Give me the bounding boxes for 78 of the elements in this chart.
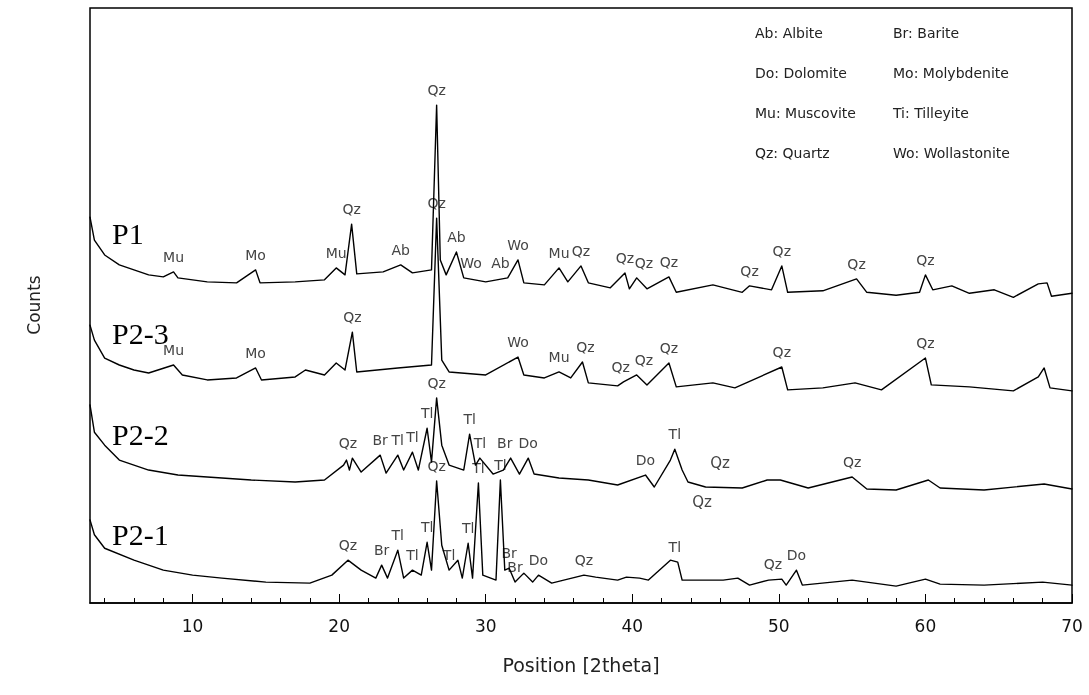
annotation: Qz xyxy=(427,82,446,99)
annotation: Do xyxy=(518,435,538,452)
series-label: P2-1 xyxy=(112,517,169,551)
annotation: Br xyxy=(497,435,513,452)
annotation: Qz xyxy=(740,262,759,279)
annotation: Qz xyxy=(847,255,866,272)
annotation: Wo: Wollastonite xyxy=(893,145,1010,161)
x-axis-title: Position [2theta] xyxy=(502,653,660,676)
text: Ab: Albite xyxy=(755,25,823,41)
x-tick-label: 10 xyxy=(181,615,204,636)
annotation: Tl xyxy=(667,426,682,443)
annotation: Tl xyxy=(460,520,475,537)
annotation: Tl xyxy=(493,457,507,474)
annotation: Mu xyxy=(548,348,570,365)
x-tick-label: 40 xyxy=(621,615,644,636)
annotation: Tl xyxy=(419,405,434,422)
annotation: Ab xyxy=(491,254,510,271)
annotation: Qz xyxy=(916,335,935,352)
annotation: Qz xyxy=(772,343,791,360)
x-tick-label: 60 xyxy=(914,615,937,636)
annotation: Qz xyxy=(763,556,783,573)
annotation: Ab xyxy=(391,241,411,258)
annotation: Qz xyxy=(634,254,654,271)
annotation: Mu xyxy=(325,244,347,261)
series-label: P2-2 xyxy=(112,417,169,451)
annotation: Tl xyxy=(667,539,682,556)
annotation: Qz xyxy=(710,454,730,472)
annotation: Br xyxy=(507,559,523,576)
annotation: Qz xyxy=(338,435,358,452)
annotation: Qz xyxy=(842,454,862,471)
annotation: Qz: Quartz xyxy=(755,145,830,161)
annotation: Qz xyxy=(343,309,362,326)
annotation: Tl xyxy=(419,519,434,536)
y-axis-title: Counts xyxy=(24,275,44,335)
x-tick-label: 20 xyxy=(328,615,350,636)
text: Do: Dolomite xyxy=(755,65,847,81)
annotation: Tl xyxy=(405,547,419,564)
annotation: Qz xyxy=(574,552,594,569)
annotation: Mu: Muscovite xyxy=(755,105,856,121)
annotation: Qz xyxy=(576,339,595,356)
annotation: Tl xyxy=(390,432,405,449)
annotation: Qz xyxy=(571,242,591,259)
annotation: Wo xyxy=(507,236,529,253)
annotation: Qz xyxy=(659,253,679,270)
annotation: Qz xyxy=(615,249,635,266)
annotation: Qz xyxy=(338,537,358,554)
annotation: Qz xyxy=(611,358,630,375)
annotation: Qz xyxy=(659,340,679,357)
annotation: Tl xyxy=(472,435,487,452)
x-tick-label: 30 xyxy=(474,615,497,636)
annotation: Qz xyxy=(427,458,446,475)
annotation: Do xyxy=(528,552,549,569)
annotation: Qz xyxy=(692,493,712,511)
annotation: Tl xyxy=(405,429,419,446)
series-label: P1 xyxy=(112,217,144,251)
x-tick-label: 50 xyxy=(768,615,790,636)
annotation: Do xyxy=(786,547,807,564)
annotation: Br xyxy=(372,432,389,449)
annotation: Ti: Tilleyite xyxy=(892,105,969,121)
annotation: Tl xyxy=(390,527,405,544)
annotation: Mo xyxy=(245,344,266,361)
annotation: Qz xyxy=(342,201,361,218)
annotation: Ab xyxy=(447,228,466,245)
annotation: Wo xyxy=(460,254,482,271)
text: Br: Barite xyxy=(893,25,960,41)
annotation: Mu xyxy=(163,248,185,265)
annotation: Qz xyxy=(916,251,935,268)
annotation: Qz xyxy=(772,242,791,259)
annotation: Br xyxy=(373,542,390,559)
annotation: Qz xyxy=(427,374,446,391)
annotation: Wo xyxy=(507,334,529,351)
text: Mo: Molybdenite xyxy=(893,65,1009,81)
annotation: Qz xyxy=(634,351,654,368)
annotation: Do xyxy=(635,452,656,469)
annotation: Tl xyxy=(462,411,476,428)
annotation: Mu xyxy=(548,244,570,261)
annotation: Mo xyxy=(245,246,266,263)
x-tick-label: 70 xyxy=(1061,615,1083,636)
